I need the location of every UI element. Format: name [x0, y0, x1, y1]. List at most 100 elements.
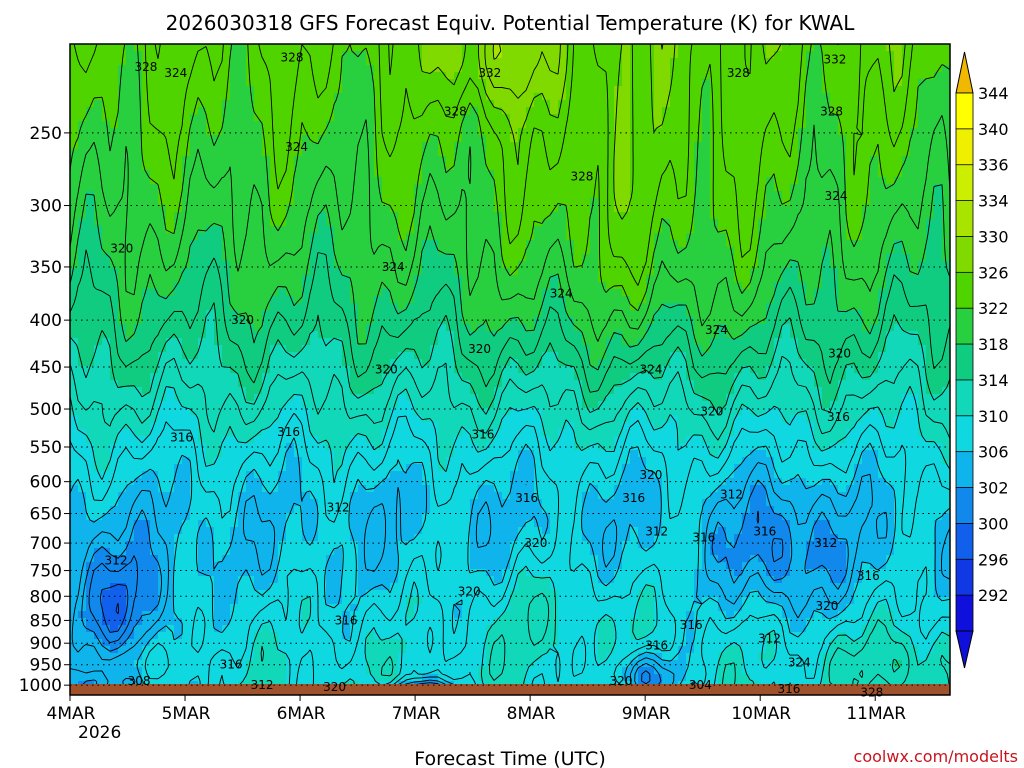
contour-label-49: 304 [689, 678, 712, 692]
contour-label-37: 320 [458, 584, 481, 598]
contour-label-8: 324 [285, 140, 308, 154]
contour-label-17: 320 [375, 363, 398, 377]
y-tick-850: 850 [30, 611, 62, 631]
colorbar-swatch-12 [955, 523, 974, 560]
contour-label-3: 332 [478, 66, 501, 80]
colorbar-swatch-3 [955, 200, 974, 238]
colorbar-arrow-top [955, 51, 974, 94]
plot-frame [69, 43, 951, 696]
contour-label-20: 320 [700, 404, 723, 418]
contour-label-2: 328 [281, 51, 304, 65]
contour-label-27: 316 [622, 491, 645, 505]
contour-322 [70, 184, 950, 371]
colorbar-label-340: 340 [978, 120, 1009, 139]
contour-label-21: 316 [827, 410, 850, 424]
contour-label-28: 312 [720, 488, 743, 502]
colorbar-label-296: 296 [978, 550, 1009, 569]
contour-label-6: 328 [444, 105, 467, 119]
contour-label-29: 312 [327, 500, 350, 514]
contour-label-12: 324 [382, 260, 405, 274]
contour-326 [70, 44, 950, 312]
colorbar-swatch-1 [955, 128, 974, 166]
x-tick-1: 5MAR [162, 704, 211, 724]
colorbar-label-300: 300 [978, 514, 1009, 533]
contour-318 [70, 302, 950, 695]
contour-label-9: 328 [570, 170, 593, 184]
contour-label-31: 316 [692, 530, 715, 544]
contour-label-10: 324 [825, 189, 848, 203]
x-tick-7: 11MAR [846, 704, 906, 724]
contour-label-46: 312 [251, 678, 274, 692]
contour-label-44: 324 [788, 656, 811, 670]
contour-label-40: 316 [680, 618, 703, 632]
colorbar-label-322: 322 [978, 299, 1009, 318]
y-tick-550: 550 [30, 438, 62, 458]
contour-label-30: 312 [645, 525, 668, 539]
y-tick-650: 650 [30, 505, 62, 525]
contour-label-24: 316 [472, 427, 495, 441]
colorbar-swatch-14 [955, 594, 974, 632]
contour-324 [70, 115, 950, 342]
contour-label-35: 312 [105, 553, 128, 567]
colorbar-label-326: 326 [978, 263, 1009, 282]
colorbar-swatch-4 [955, 236, 974, 274]
colorbar-swatch-13 [955, 558, 974, 596]
contour-label-13: 324 [550, 286, 573, 300]
contour-label-11: 320 [110, 241, 133, 255]
contour-label-50: 316 [778, 682, 801, 696]
colorbar-swatch-5 [955, 271, 974, 309]
contour-label-4: 328 [727, 66, 750, 80]
colorbar-label-302: 302 [978, 479, 1009, 498]
contour-label-34: 320 [524, 536, 547, 550]
contour-label-41: 312 [758, 632, 781, 646]
contour-label-22: 316 [170, 430, 193, 444]
colorbar-swatch-7 [955, 343, 974, 381]
colorbar-arrow-bottom [955, 630, 974, 669]
colorbar-swatch-9 [955, 415, 974, 453]
colorbar-swatch-6 [955, 307, 974, 345]
contour-label-0: 328 [134, 60, 157, 74]
colorbar-swatch-11 [955, 487, 974, 525]
contour-label-39: 316 [335, 613, 358, 627]
chart-title: 2026030318 GFS Forecast Equiv. Potential… [166, 11, 856, 35]
x-axis: 4MAR 5MAR 6MAR 7MAR 8MAR 9MAR 10MAR 11MAR [47, 695, 906, 724]
colorbar-swatch-0 [955, 92, 974, 130]
y-axis: 250 300 350 400 450 500 550 600 650 700 750 800 850 9… [19, 124, 70, 696]
contour-labels: 328 324 328 332 328 332 328 328 324 328 324 320 324 3… [105, 51, 884, 700]
y-tick-800: 800 [30, 587, 62, 607]
contour-label-23: 316 [277, 425, 300, 439]
y-tick-400: 400 [30, 311, 62, 331]
x-tick-6: 10MAR [731, 704, 791, 724]
y-tick-950: 950 [30, 656, 62, 676]
colorbar-label-310: 310 [978, 407, 1009, 426]
y-tick-600: 600 [30, 473, 62, 493]
y-tick-350: 350 [30, 258, 62, 278]
contour-label-14: 320 [231, 313, 254, 327]
credit-text: coolwx.com/modelts [854, 747, 1018, 766]
colorbar-label-344: 344 [978, 84, 1009, 103]
x-tick-2: 6MAR [277, 704, 326, 724]
x-axis-label: Forecast Time (UTC) [414, 748, 605, 768]
ground-surface [70, 684, 950, 695]
contour-label-25: 320 [639, 468, 662, 482]
contour-label-26: 316 [515, 491, 538, 505]
contour-314 [70, 385, 950, 695]
contour-label-45: 308 [128, 674, 151, 688]
contour-330 [154, 44, 906, 220]
contour-label-15: 320 [468, 342, 491, 356]
x-tick-0: 4MAR [47, 704, 96, 724]
y-tick-750: 750 [30, 562, 62, 582]
colorbar-swatch-8 [955, 379, 974, 417]
colorbar-label-330: 330 [978, 227, 1009, 246]
x-year-label: 2026 [78, 723, 121, 743]
colorbar-label-314: 314 [978, 371, 1009, 390]
colorbar-label-336: 336 [978, 156, 1009, 175]
contour-label-1: 324 [164, 66, 187, 80]
contour-332 [484, 44, 664, 99]
contour-328 [73, 44, 914, 286]
y-tick-450: 450 [30, 358, 62, 378]
contour-label-38: 320 [815, 599, 838, 613]
y-tick-300: 300 [30, 197, 62, 217]
colorbar-label-306: 306 [978, 443, 1009, 462]
